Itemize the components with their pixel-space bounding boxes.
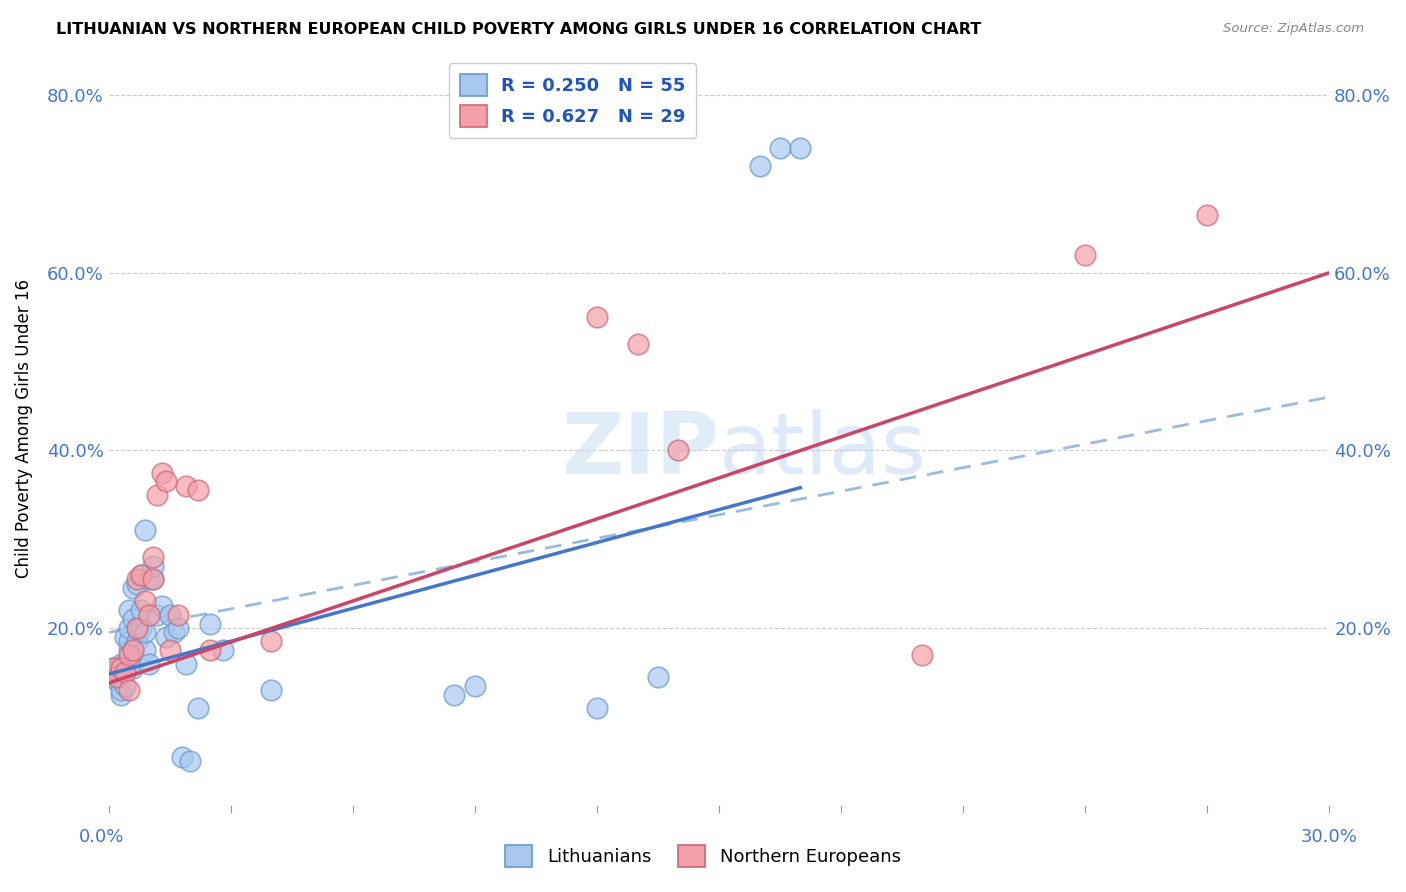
Point — [146, 607, 169, 622]
Point — [101, 670, 124, 684]
Point — [142, 558, 165, 573]
Point — [118, 683, 141, 698]
Text: LITHUANIAN VS NORTHERN EUROPEAN CHILD POVERTY AMONG GIRLS UNDER 16 CORRELATION C: LITHUANIAN VS NORTHERN EUROPEAN CHILD PO… — [56, 22, 981, 37]
Point — [260, 634, 283, 648]
Point — [200, 616, 222, 631]
Point — [1197, 208, 1219, 222]
Point — [146, 488, 169, 502]
Point — [666, 443, 689, 458]
Point — [105, 670, 128, 684]
Point — [118, 657, 141, 671]
Point — [748, 159, 770, 173]
Point — [586, 701, 609, 715]
Point — [155, 475, 177, 489]
Point — [166, 621, 188, 635]
Point — [187, 483, 209, 498]
Text: atlas: atlas — [718, 409, 927, 492]
Point — [150, 599, 173, 613]
Point — [110, 657, 132, 671]
Point — [174, 657, 197, 671]
Point — [200, 643, 222, 657]
Point — [101, 661, 124, 675]
Point — [159, 607, 181, 622]
Point — [138, 572, 160, 586]
Point — [122, 643, 145, 657]
Point — [769, 141, 792, 155]
Point — [122, 661, 145, 675]
Point — [586, 310, 609, 325]
Point — [174, 479, 197, 493]
Point — [159, 643, 181, 657]
Point — [101, 661, 124, 675]
Point — [166, 607, 188, 622]
Point — [443, 688, 465, 702]
Point — [114, 657, 136, 671]
Point — [122, 581, 145, 595]
Point — [138, 657, 160, 671]
Point — [127, 621, 149, 635]
Point — [127, 621, 149, 635]
Point — [134, 643, 156, 657]
Point — [110, 661, 132, 675]
Point — [626, 336, 648, 351]
Point — [464, 679, 486, 693]
Point — [127, 576, 149, 591]
Text: 0.0%: 0.0% — [79, 828, 124, 846]
Point — [170, 749, 193, 764]
Text: ZIP: ZIP — [561, 409, 718, 492]
Legend: R = 0.250   N = 55, R = 0.627   N = 29: R = 0.250 N = 55, R = 0.627 N = 29 — [449, 63, 696, 138]
Point — [118, 603, 141, 617]
Point — [118, 648, 141, 662]
Point — [122, 643, 145, 657]
Point — [105, 674, 128, 689]
Point — [105, 665, 128, 680]
Point — [142, 549, 165, 564]
Point — [647, 670, 669, 684]
Point — [134, 594, 156, 608]
Point — [163, 625, 186, 640]
Point — [911, 648, 934, 662]
Point — [114, 661, 136, 675]
Point — [110, 683, 132, 698]
Point — [122, 612, 145, 626]
Y-axis label: Child Poverty Among Girls Under 16: Child Poverty Among Girls Under 16 — [15, 278, 32, 578]
Point — [129, 567, 152, 582]
Point — [142, 572, 165, 586]
Legend: Lithuanians, Northern Europeans: Lithuanians, Northern Europeans — [498, 838, 908, 874]
Point — [118, 621, 141, 635]
Point — [187, 701, 209, 715]
Point — [110, 688, 132, 702]
Point — [211, 643, 233, 657]
Text: Source: ZipAtlas.com: Source: ZipAtlas.com — [1223, 22, 1364, 36]
Point — [155, 630, 177, 644]
Point — [114, 665, 136, 680]
Point — [260, 683, 283, 698]
Point — [114, 679, 136, 693]
Point — [127, 634, 149, 648]
Point — [118, 643, 141, 657]
Point — [127, 572, 149, 586]
Point — [138, 607, 160, 622]
Point — [1074, 248, 1097, 262]
Text: 30.0%: 30.0% — [1301, 828, 1357, 846]
Point — [142, 572, 165, 586]
Point — [118, 634, 141, 648]
Point — [114, 630, 136, 644]
Point — [110, 665, 132, 680]
Point — [129, 621, 152, 635]
Point — [105, 661, 128, 675]
Point — [129, 567, 152, 582]
Point — [179, 754, 201, 768]
Point — [150, 466, 173, 480]
Point — [789, 141, 811, 155]
Point — [134, 524, 156, 538]
Point — [134, 625, 156, 640]
Point — [129, 603, 152, 617]
